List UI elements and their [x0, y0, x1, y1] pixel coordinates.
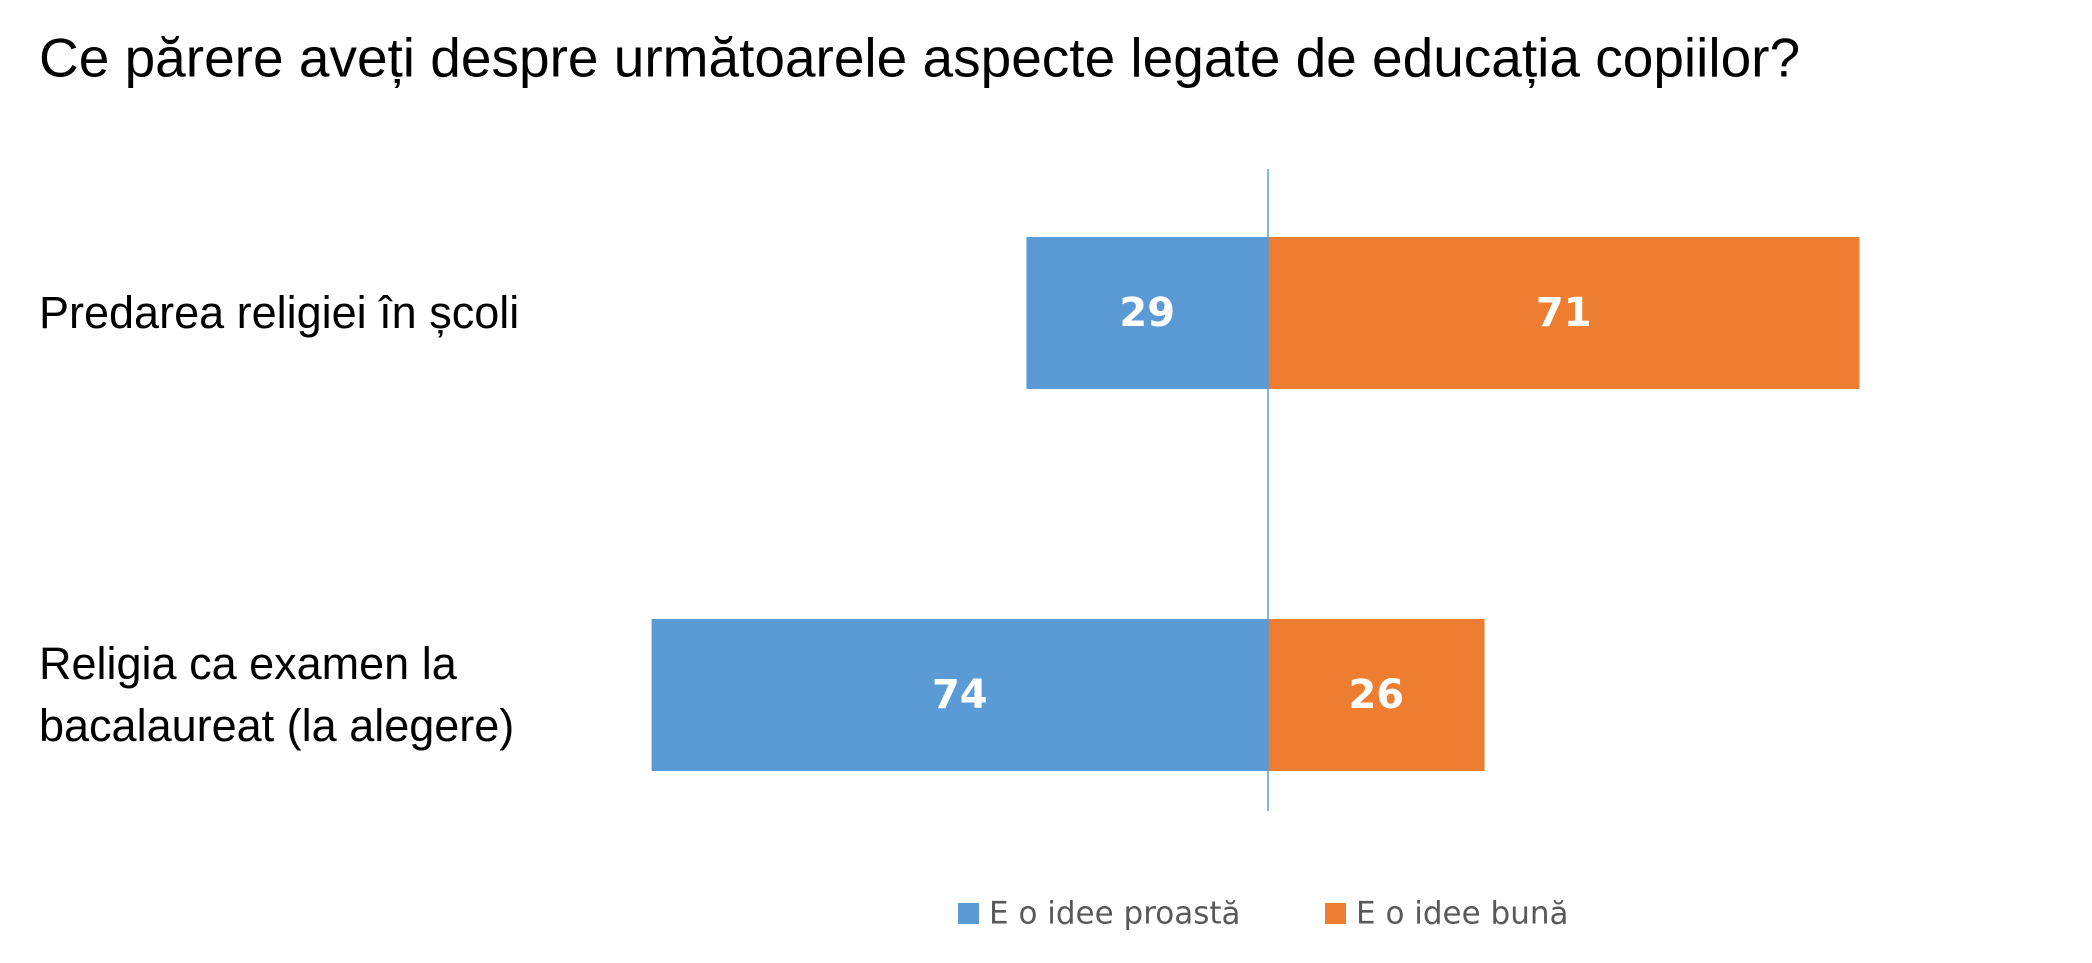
data-label: 26 — [1348, 672, 1404, 718]
chart-title: Ce părere aveți despre următoarele aspec… — [39, 27, 1800, 89]
bar — [1268, 619, 1485, 771]
data-label: 74 — [932, 672, 988, 718]
bar — [1026, 237, 1268, 389]
category-label: Predarea religiei în școli — [39, 287, 520, 338]
category-label: Religia ca examen la bacalaureat (la ale… — [39, 638, 515, 751]
legend-label: E o idee proastă — [989, 896, 1241, 932]
bar — [651, 619, 1268, 771]
legend-swatch — [1325, 903, 1346, 924]
data-label: 71 — [1536, 290, 1592, 336]
legend-swatch — [958, 903, 979, 924]
data-label: 29 — [1119, 290, 1175, 336]
bar — [1268, 237, 1860, 389]
legend-label: E o idee bună — [1356, 896, 1569, 932]
